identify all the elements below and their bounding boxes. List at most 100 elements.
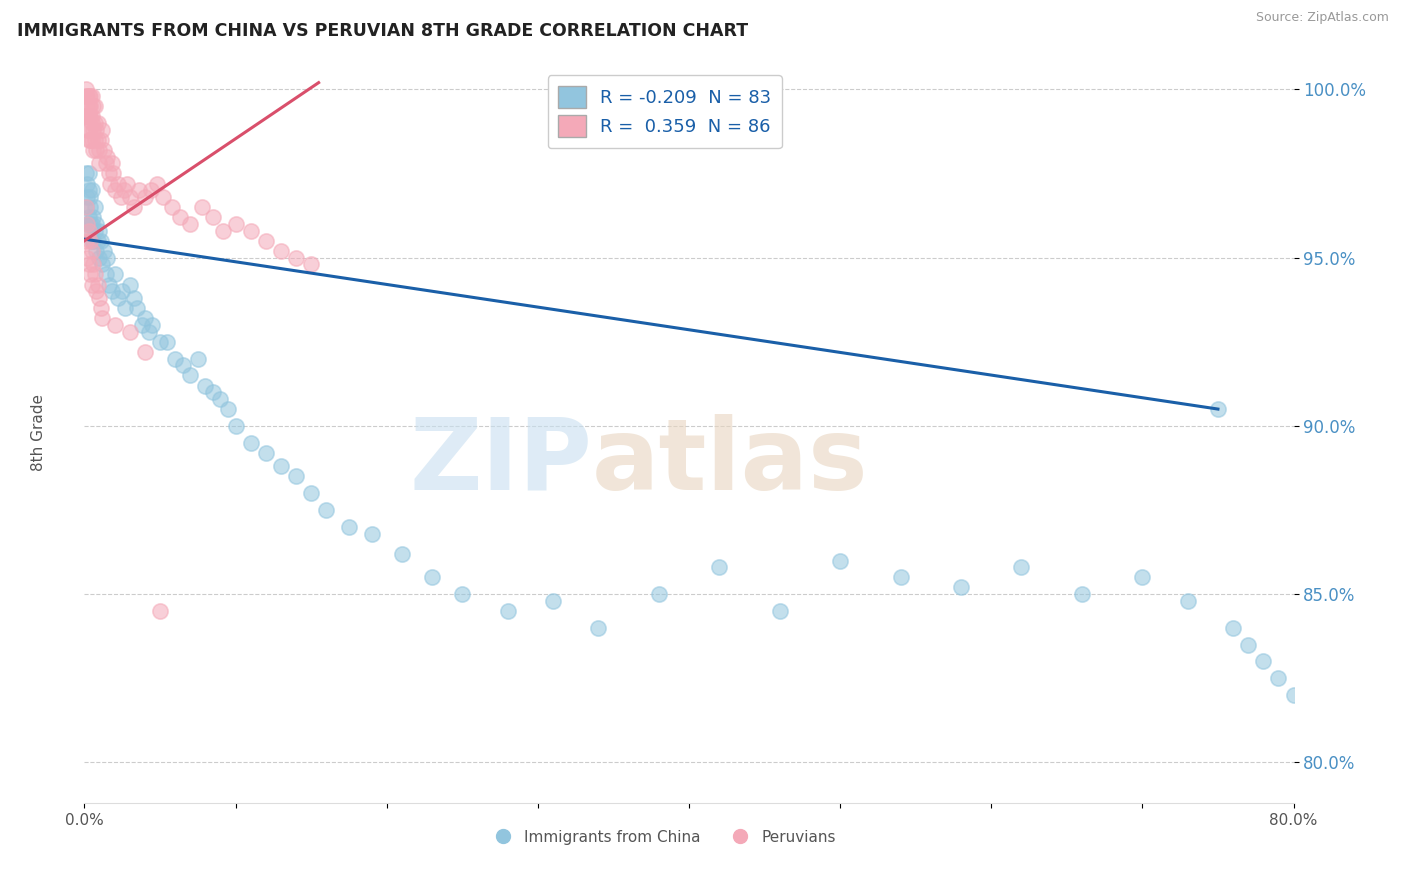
Point [239,224,262,238]
Point [96,150,118,164]
Point [77,99,100,113]
Point [270,459,292,474]
Point [79,268,101,282]
Point [187,351,209,366]
Point [76,89,98,103]
Point [169,211,191,225]
Point [80,217,103,231]
Point [77,224,100,238]
Point [80,183,103,197]
Point [201,211,224,225]
Point [97,167,120,181]
Point [360,526,382,541]
Point [86,217,108,231]
Point [254,446,277,460]
Point [315,503,337,517]
Point [118,190,141,204]
Point [77,183,100,197]
Point [1253,655,1275,669]
Text: ZIP: ZIP [409,414,592,511]
Point [82,122,104,136]
Point [111,285,134,299]
Point [179,368,201,383]
Point [87,277,110,292]
Point [86,244,108,258]
Point [87,116,110,130]
Point [75,89,97,103]
Point [890,570,912,584]
Point [112,183,135,197]
Point [156,334,179,349]
Point [77,122,100,136]
Point [165,351,187,366]
Point [89,156,111,170]
Point [1267,671,1289,685]
Point [299,257,322,271]
Point [104,318,127,332]
Point [225,217,247,231]
Point [84,116,107,130]
Point [131,318,153,332]
Point [91,311,114,326]
Point [1071,587,1094,601]
Point [146,177,169,191]
Point [82,257,104,271]
Point [80,234,103,248]
Point [80,89,103,103]
Point [127,301,149,315]
Point [122,291,145,305]
Point [91,122,114,136]
Point [285,251,308,265]
Text: IMMIGRANTS FROM CHINA VS PERUVIAN 8TH GRADE CORRELATION CHART: IMMIGRANTS FROM CHINA VS PERUVIAN 8TH GR… [17,22,748,40]
Point [93,244,115,258]
Point [209,392,232,406]
Point [79,190,101,204]
Point [1011,560,1033,574]
Text: Source: ZipAtlas.com: Source: ZipAtlas.com [1256,11,1389,24]
Point [541,594,564,608]
Point [80,244,103,258]
Point [285,469,308,483]
Point [90,301,112,315]
Point [77,257,100,271]
Point [79,89,101,103]
Point [101,167,124,181]
Point [82,234,104,248]
Point [79,109,101,123]
Point [194,378,217,392]
Point [830,553,852,567]
Point [76,99,98,113]
Point [239,435,262,450]
Point [709,560,731,574]
Point [118,325,141,339]
Point [76,217,98,231]
Point [1222,621,1244,635]
Point [79,234,101,248]
Point [769,604,792,618]
Point [77,133,100,147]
Point [139,183,162,197]
Point [100,156,122,170]
Point [110,190,132,204]
Point [1130,570,1153,584]
Point [76,122,98,136]
Point [1206,402,1229,417]
Point [104,268,127,282]
Point [80,133,103,147]
Point [201,385,224,400]
Point [179,217,201,231]
Point [76,190,98,204]
Point [76,251,98,265]
Point [107,177,129,191]
Text: 8th Grade: 8th Grade [31,394,46,471]
Point [75,200,97,214]
Point [89,224,111,238]
Point [96,251,118,265]
Point [496,604,519,618]
Point [77,109,100,123]
Point [84,133,107,147]
Point [79,133,101,147]
Point [98,177,121,191]
Point [451,587,474,601]
Point [75,167,97,181]
